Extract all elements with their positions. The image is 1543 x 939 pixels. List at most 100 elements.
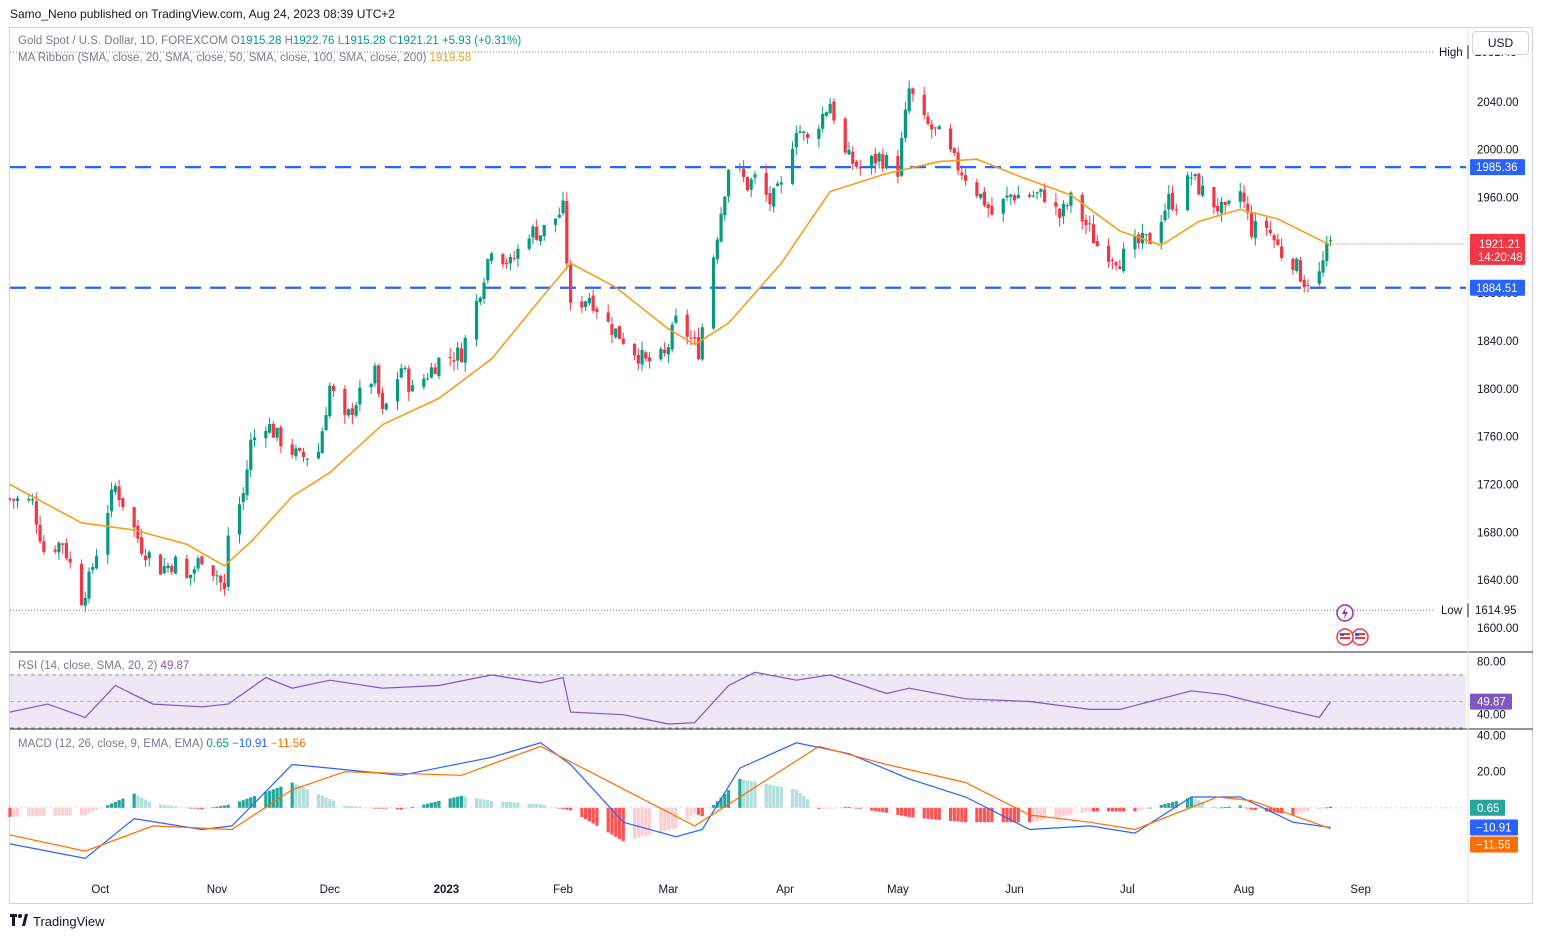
open-value: 1915.28: [239, 35, 282, 47]
candle-body: [53, 549, 57, 552]
candle-body: [937, 126, 941, 130]
candle-body: [301, 451, 306, 458]
candle-body: [1216, 205, 1220, 212]
macd-histogram-bar: [200, 807, 204, 810]
candle-body: [290, 444, 294, 455]
candle-body: [1189, 177, 1193, 179]
macd-histogram-bar: [749, 781, 753, 808]
macd-hist-value: 0.65: [206, 738, 229, 750]
macd-histogram-bar: [1118, 807, 1122, 812]
candle-body: [1249, 213, 1254, 237]
candle-body: [614, 328, 618, 338]
candle-body: [1167, 193, 1171, 210]
chart-frame: [9, 27, 1533, 904]
candle-body: [584, 301, 588, 307]
price-axis-tick: 1600.00: [1477, 623, 1519, 635]
rsi-value: 49.87: [160, 660, 190, 672]
macd-histogram-bar: [166, 805, 170, 808]
candle-body: [1246, 203, 1250, 213]
candle-body: [113, 485, 117, 492]
macd-histogram-bar: [271, 789, 275, 808]
candle-body: [87, 571, 91, 599]
currency-button[interactable]: USD: [1472, 31, 1529, 55]
candle-body: [964, 175, 968, 181]
macd-histogram-bar: [354, 806, 358, 808]
macd-histogram-bar: [689, 807, 693, 817]
macd-histogram-bar: [249, 797, 253, 808]
macd-histogram-bar: [252, 796, 257, 808]
macd-histogram-bar: [410, 807, 415, 808]
macd-histogram-bar: [982, 807, 987, 823]
rsi-title[interactable]: RSI (14, close, SMA, 20, 2): [18, 660, 158, 672]
macd-histogram-bar: [802, 796, 806, 808]
ma-title[interactable]: MA Ribbon (SMA, close, 20, SMA, close, 5…: [18, 52, 427, 64]
candle-body: [79, 563, 84, 606]
macd-histogram-bar: [474, 798, 479, 808]
candle-body: [170, 566, 174, 573]
macd-histogram-bar: [711, 805, 716, 808]
macd-histogram-bar: [922, 807, 926, 819]
candle-body: [1080, 194, 1084, 222]
candle-body: [34, 501, 38, 525]
macd-histogram-bar: [685, 807, 689, 820]
macd-histogram-bar: [1189, 797, 1193, 808]
macd-histogram-bar: [640, 807, 644, 837]
candle-body: [237, 504, 242, 535]
macd-histogram-bar: [584, 807, 588, 820]
countdown-label: 14:20:48: [1478, 252, 1523, 264]
macd-histogram-bar: [806, 799, 810, 808]
candle-body: [486, 259, 490, 281]
macd-histogram-bar: [1295, 807, 1299, 814]
candle-body: [689, 337, 693, 339]
candle-body: [1185, 175, 1190, 211]
macd-histogram-bar: [422, 804, 426, 808]
candle-body: [294, 448, 298, 457]
time-axis-tick: May: [887, 884, 909, 896]
macd-histogram-bar: [109, 803, 114, 808]
candle-body: [670, 324, 674, 350]
candle-body: [429, 367, 433, 378]
flag-stripe: [1340, 637, 1350, 639]
macd-histogram-bar: [745, 780, 750, 808]
macd-histogram-bar: [87, 807, 91, 814]
candle-body: [369, 384, 373, 388]
candle-body: [1031, 195, 1035, 197]
candle-body: [952, 148, 956, 153]
candle-body: [696, 337, 701, 360]
candle-body: [1065, 205, 1069, 207]
macd-histogram-bar: [595, 807, 599, 826]
candle-body: [15, 498, 20, 502]
candle-body: [271, 423, 275, 438]
macd-histogram-bar: [399, 807, 403, 810]
candle-body: [106, 512, 110, 555]
macd-histogram-bar: [1227, 806, 1231, 808]
price-axis-tick: 1720.00: [1477, 480, 1519, 492]
macd-histogram-bar: [1122, 807, 1126, 812]
macd-histogram-bar: [143, 799, 148, 808]
tradingview-logo[interactable]: TradingView: [10, 913, 105, 929]
candle-body: [990, 205, 994, 215]
macd-histogram-bar: [854, 807, 859, 809]
macd-histogram-bar: [952, 807, 956, 822]
candle-body: [42, 541, 46, 552]
macd-title[interactable]: MACD (12, 26, close, 9, EMA, EMA): [18, 738, 204, 750]
candle-body: [27, 498, 31, 501]
flag-stripe: [1340, 633, 1350, 635]
low-value: 1915.28: [344, 35, 386, 47]
macd-histogram-bar: [1065, 807, 1069, 816]
macd-histogram-bar: [377, 807, 381, 809]
candle-body: [933, 127, 938, 129]
flag-canton: [1340, 633, 1344, 636]
candle-body: [463, 337, 467, 363]
candle-body: [975, 182, 979, 197]
candle-body: [252, 437, 257, 441]
macd-histogram-bar: [94, 807, 99, 811]
macd-histogram-bar: [1321, 807, 1325, 809]
macd-histogram-bar: [693, 807, 697, 814]
macd-histogram-bar: [1201, 801, 1205, 808]
macd-histogram-bar: [136, 795, 140, 808]
macd-histogram-bar: [1016, 807, 1020, 823]
macd-histogram-bar: [1110, 807, 1114, 812]
symbol-title[interactable]: Gold Spot / U.S. Dollar, 1D, FOREXCOM: [18, 35, 228, 47]
